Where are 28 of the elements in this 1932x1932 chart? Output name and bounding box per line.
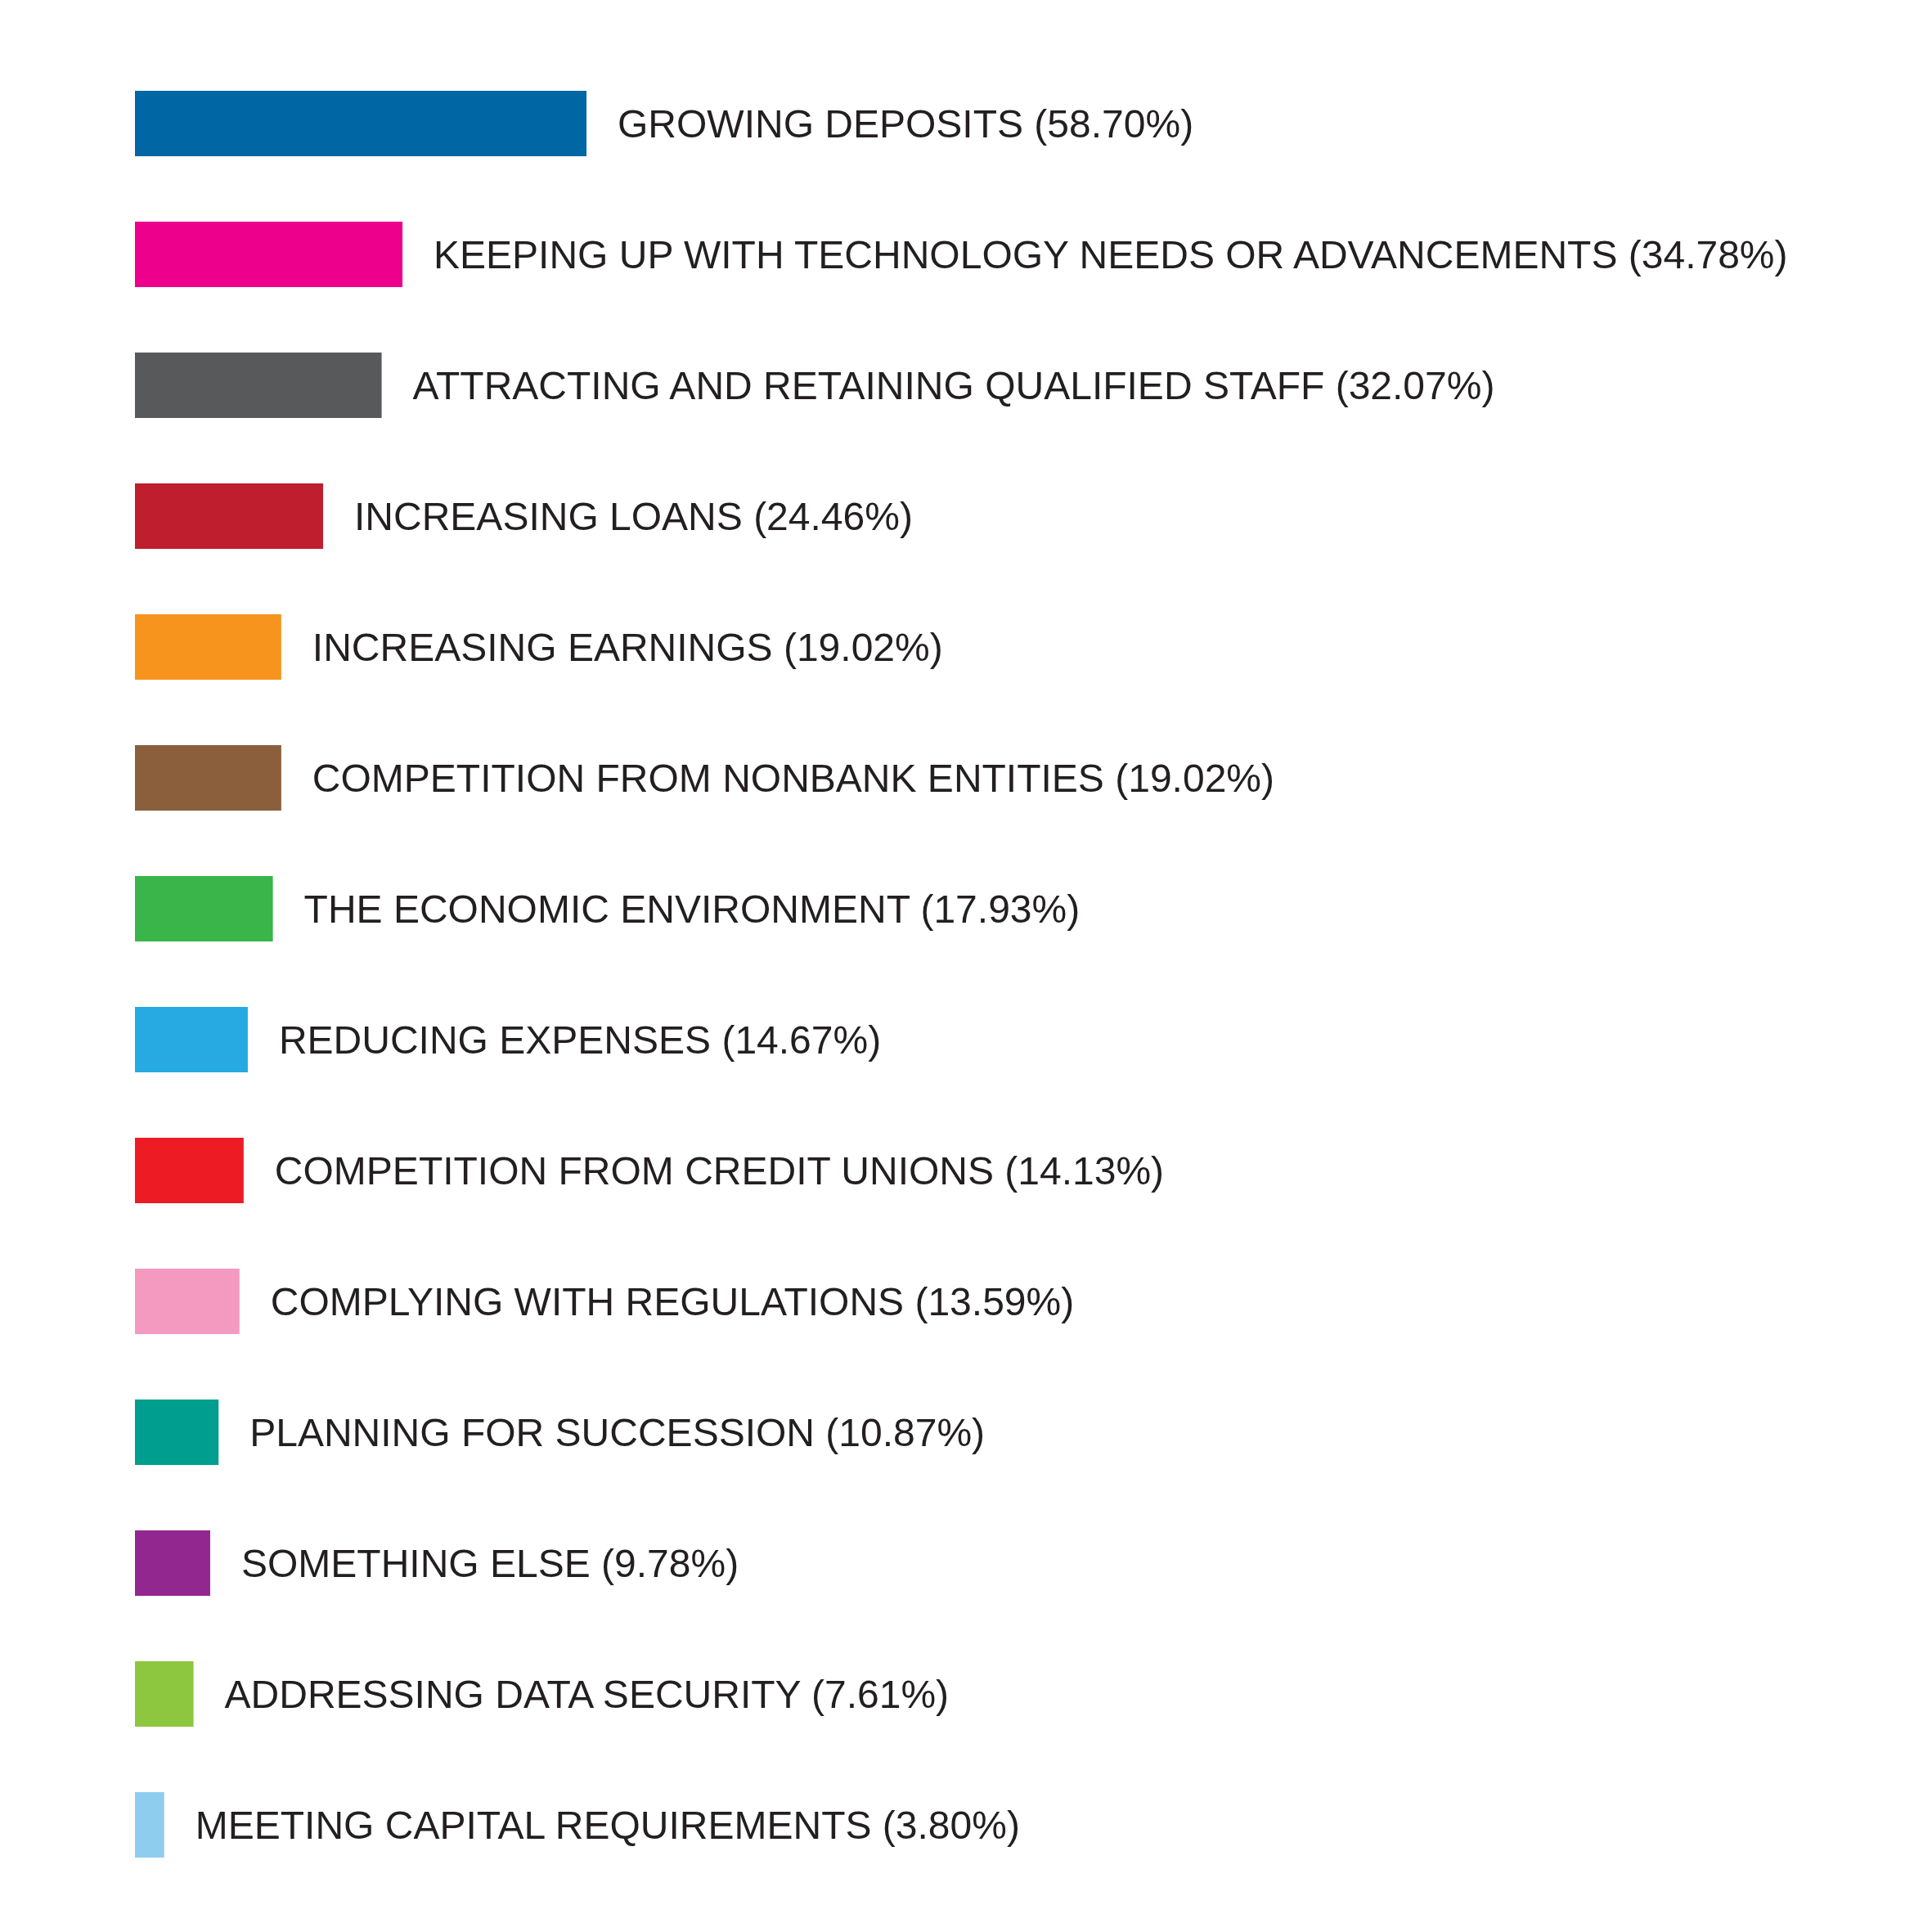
bar: [135, 1138, 244, 1203]
data-label: REDUCING EXPENSES (14.67%): [278, 1018, 882, 1062]
data-label: MEETING CAPITAL REQUIREMENTS (3.80%): [195, 1803, 1020, 1847]
bar: [135, 1007, 248, 1072]
bar: [135, 1661, 194, 1727]
data-label: PLANNING FOR SUCCESSION (10.87%): [249, 1410, 986, 1454]
data-label: COMPLYING WITH REGULATIONS (13.59%): [270, 1279, 1075, 1323]
data-label: COMPETITION FROM CREDIT UNIONS (14.13%): [274, 1148, 1165, 1193]
data-label: THE ECONOMIC ENVIRONMENT (17.93%): [303, 887, 1081, 931]
data-label: GROWING DEPOSITS (58.70%): [618, 101, 1194, 146]
data-label: ADDRESSING DATA SECURITY (7.61%): [224, 1672, 950, 1716]
bar: [135, 353, 382, 418]
bar: [135, 1792, 164, 1858]
bar: [135, 876, 273, 941]
bar: [135, 91, 586, 156]
bar: [135, 745, 281, 811]
data-label: SOMETHING ELSE (9.78%): [240, 1541, 739, 1585]
data-label: INCREASING EARNINGS (19.02%): [312, 625, 943, 669]
data-label: ATTRACTING AND RETAINING QUALIFIED STAFF (32.07%): [412, 363, 1495, 407]
data-label: INCREASING LOANS (24.46%): [354, 494, 913, 538]
bar: [135, 614, 281, 680]
bar: [135, 1530, 210, 1596]
bar: [135, 1269, 240, 1334]
bar: [135, 483, 324, 549]
bar: [135, 1400, 219, 1465]
data-label: COMPETITION FROM NONBANK ENTITIES (19.02%): [312, 756, 1274, 800]
bar: [135, 222, 403, 287]
data-label: KEEPING UP WITH TECHNOLOGY NEEDS OR ADVANCEMENTS (34.78%): [434, 232, 1788, 276]
